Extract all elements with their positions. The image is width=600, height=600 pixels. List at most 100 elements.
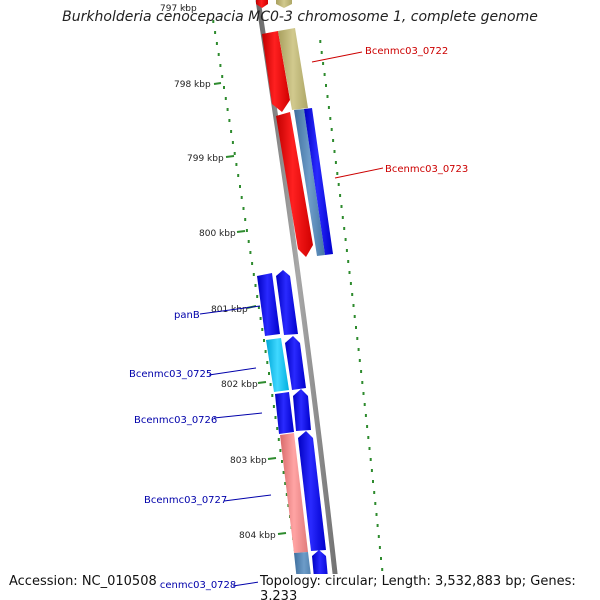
gene-label-bcenmc03-0723[interactable]: Bcenmc03_0723 [385,164,468,175]
ruler-dot [337,183,340,186]
ruler-dot [221,75,224,78]
ruler-dot [217,53,220,56]
ruler-dot [230,130,233,133]
ruler-dot [281,460,283,463]
gene-arrow-801-right[interactable] [276,270,298,335]
ruler-dot [341,216,344,219]
ruler-dot [276,427,279,430]
ruler-dot [226,108,229,111]
ruler-dot [332,139,335,142]
ruler-dot [242,207,245,210]
ruler-dot [336,172,339,175]
gene-arrow-olive-top[interactable] [276,0,292,8]
gene-arrow-red-1[interactable] [262,31,290,112]
gene-label-bcenmc03-0728[interactable]: Bcenmc03_0728 [153,580,236,591]
ruler-dot [347,260,350,263]
connector-0728 [232,581,260,587]
ruler-dot [325,84,327,87]
tick-800: 800 kbp [199,229,246,239]
gene-features [256,0,333,600]
ruler-dot [224,97,227,100]
ruler-dot [237,174,240,177]
ruler-dot [369,458,372,461]
gene-arrow-panb[interactable] [257,273,280,336]
ruler-dot [364,414,367,417]
tick-label-804: 804 kbp [239,531,276,541]
ruler-dot [355,326,357,329]
gene-arrow-red-2[interactable] [276,112,313,257]
connector-0726 [213,412,263,419]
ruler-dot [228,119,231,122]
ruler-dot [254,284,257,287]
ruler-dot [212,20,215,23]
ruler-dot [380,557,382,560]
ruler-dot [333,150,336,153]
gene-arrow-804-right[interactable] [298,431,326,551]
ruler-dot [376,524,379,527]
ruler-dot [269,383,272,386]
accession-text: Accession: NC_010508 [7,574,159,589]
ruler-dot [233,152,236,155]
ruler-dot [349,282,352,285]
ruler-dot [277,438,280,441]
ruler-dot [215,42,218,45]
ruler-dot [285,493,288,496]
gene-arrow-bcenmc03-0725[interactable] [266,338,289,392]
tick-802: 802 kbp [221,380,267,390]
ruler-dot [240,196,243,199]
gene-arrow-steel-segment[interactable] [294,109,325,256]
ruler-dot [363,403,366,406]
ruler-dot [235,163,238,166]
ruler-dot [352,304,355,307]
ruler-dot [343,227,346,230]
ruler-dot [268,372,270,375]
ruler-dot [319,40,322,43]
tick-marks: 797 kbp 798 kbp 799 kbp 800 kbp 801 kbp … [160,4,287,541]
ruler-dot [266,361,269,364]
ruler-dot [366,425,369,428]
gene-label-bcenmc03-0725[interactable]: Bcenmc03_0725 [129,369,212,380]
gene-label-panb[interactable]: panB [174,310,200,321]
gene-arrow-802-right[interactable] [285,336,306,390]
ruler-dot [344,238,347,241]
gene-arrow-bcenmc03-0722[interactable] [278,28,308,110]
ruler-dot [279,449,282,452]
ruler-dot [219,64,222,67]
gene-arrow-bcenmc03-0723[interactable] [304,108,333,255]
map-title: Burkholderia cenocepacia MC0-3 chromosom… [62,9,538,25]
ruler-dot [272,405,275,408]
ruler-dot [362,392,365,395]
ruler-dot [274,416,277,419]
ruler-dot [214,31,217,34]
ruler-dot [351,293,354,296]
ruler-dot [245,229,248,232]
ruler-dot [348,271,351,274]
gene-label-bcenmc03-0722[interactable]: Bcenmc03_0722 [365,46,448,57]
ruler-dot [356,337,359,340]
gene-label-bcenmc03-0726[interactable]: Bcenmc03_0726 [134,415,217,426]
tick-798: 798 kbp [174,80,222,90]
ruler-dot [251,262,254,265]
gene-arrow-bcenmc03-0726[interactable] [275,392,294,434]
ruler-dot [323,73,326,76]
ruler-dot [320,51,323,54]
ruler-dot [327,106,330,109]
ruler-dot [345,249,348,252]
gene-arrow-bcenmc03-0727[interactable] [280,433,308,553]
ruler-dot [264,350,267,353]
gene-arrow-top-fragment[interactable] [256,0,268,8]
ruler-dot [339,194,342,197]
ruler-dot [334,161,337,164]
tick-label-797: 797 kbp [160,4,197,14]
label-connectors [199,51,384,587]
ruler-dot [252,273,255,276]
ruler-dot [329,117,332,120]
ruler-dot [322,62,325,65]
ruler-dot [256,295,259,298]
ruler-dot [244,218,247,221]
ruler-dot [247,240,250,243]
ruler-dot [231,141,234,144]
gene-label-bcenmc03-0727[interactable]: Bcenmc03_0727 [144,495,227,506]
gene-arrow-803-right[interactable] [293,389,311,431]
